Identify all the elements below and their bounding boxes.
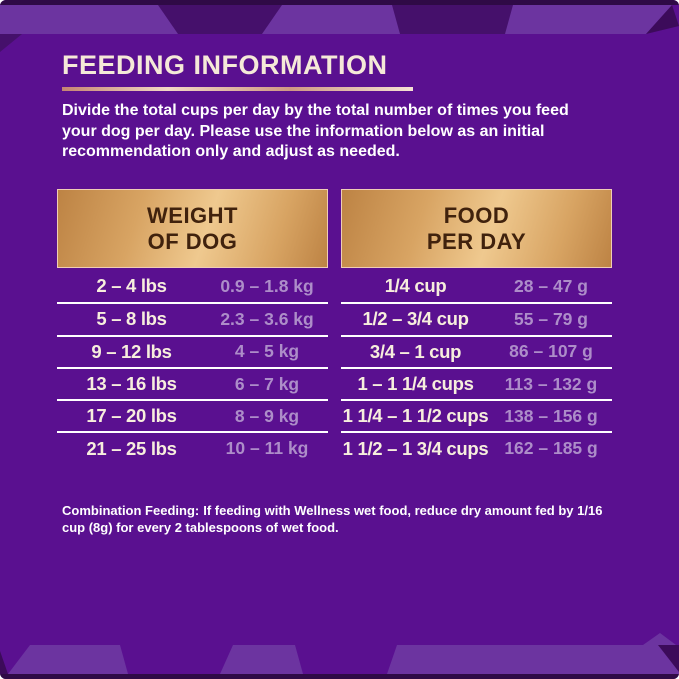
weight-lbs-cell: 13 – 16 lbs xyxy=(86,373,177,395)
weight-lbs-cell: 21 – 25 lbs xyxy=(86,437,177,459)
combination-feeding-note: Combination Feeding: If feeding with Well… xyxy=(62,503,622,536)
feeding-information-title: FEEDING INFORMATION xyxy=(62,50,388,80)
food-group: 3/4 – 1 cup 86 – 107 g xyxy=(341,334,612,367)
note-text: If feeding with Wellness wet food, reduc… xyxy=(62,503,603,535)
table-row: 9 – 12 lbs 4 – 5 kg 3/4 – 1 cup 86 – 107… xyxy=(57,334,612,367)
food-cups-cell: 1/4 cup xyxy=(384,275,447,297)
weight-group: 17 – 20 lbs 8 – 9 kg xyxy=(57,399,328,431)
table-row: 2 – 4 lbs 0.9 – 1.8 kg 1/4 cup 28 – 47 g xyxy=(57,270,612,302)
table-row: 21 – 25 lbs 10 – 11 kg 1 1/2 – 1 3/4 cup… xyxy=(57,431,612,463)
weight-of-dog-header: WEIGHT OF DOG xyxy=(57,189,328,268)
weight-lbs-cell: 17 – 20 lbs xyxy=(86,405,177,427)
title-underline xyxy=(62,87,413,91)
feeding-table: 2 – 4 lbs 0.9 – 1.8 kg 1/4 cup 28 – 47 g… xyxy=(57,270,612,464)
weight-group: 9 – 12 lbs 4 – 5 kg xyxy=(57,334,328,367)
table-row: 13 – 16 lbs 6 – 7 kg 1 – 1 1/4 cups 113 … xyxy=(57,366,612,399)
food-grams-cell: 55 – 79 g xyxy=(514,308,588,329)
food-per-day-header: FOOD PER DAY xyxy=(341,189,612,268)
food-cups-cell: 1 – 1 1/4 cups xyxy=(357,373,474,395)
weight-lbs-cell: 2 – 4 lbs xyxy=(96,275,167,297)
table-header-row: WEIGHT OF DOG FOOD PER DAY xyxy=(57,189,612,268)
intro-text: Divide the total cups per day by the tot… xyxy=(62,102,569,160)
table-row: 17 – 20 lbs 8 – 9 kg 1 1/4 – 1 1/2 cups … xyxy=(57,399,612,431)
food-group: 1/4 cup 28 – 47 g xyxy=(341,270,612,302)
food-grams-cell: 162 – 185 g xyxy=(504,438,598,459)
weight-kg-cell: 0.9 – 1.8 kg xyxy=(220,275,314,296)
background-burst-top xyxy=(0,0,679,52)
food-grams-cell: 86 – 107 g xyxy=(509,341,593,362)
weight-kg-cell: 8 – 9 kg xyxy=(234,405,300,426)
weight-group: 13 – 16 lbs 6 – 7 kg xyxy=(57,366,328,399)
weight-group: 21 – 25 lbs 10 – 11 kg xyxy=(57,431,328,463)
table-row: 5 – 8 lbs 2.3 – 3.6 kg 1/2 – 3/4 cup 55 … xyxy=(57,302,612,334)
food-group: 1 – 1 1/4 cups 113 – 132 g xyxy=(341,366,612,399)
food-group: 1/2 – 3/4 cup 55 – 79 g xyxy=(341,302,612,334)
food-grams-cell: 28 – 47 g xyxy=(514,275,588,296)
food-cups-cell: 1 1/2 – 1 3/4 cups xyxy=(342,437,489,459)
weight-lbs-cell: 5 – 8 lbs xyxy=(96,308,167,330)
food-cups-cell: 1/2 – 3/4 cup xyxy=(362,308,469,330)
background-burst-bottom xyxy=(0,633,679,679)
food-grams-cell: 113 – 132 g xyxy=(504,373,598,394)
food-group: 1 1/2 – 1 3/4 cups 162 – 185 g xyxy=(341,431,612,463)
weight-kg-cell: 6 – 7 kg xyxy=(234,373,300,394)
weight-group: 5 – 8 lbs 2.3 – 3.6 kg xyxy=(57,302,328,334)
note-label: Combination Feeding: xyxy=(62,503,200,518)
weight-kg-cell: 2.3 – 3.6 kg xyxy=(220,308,314,329)
food-group: 1 1/4 – 1 1/2 cups 138 – 156 g xyxy=(341,399,612,431)
food-cups-cell: 1 1/4 – 1 1/2 cups xyxy=(342,405,489,427)
weight-lbs-cell: 9 – 12 lbs xyxy=(91,340,172,362)
food-cups-cell: 3/4 – 1 cup xyxy=(369,340,462,362)
weight-kg-cell: 10 – 11 kg xyxy=(225,438,309,459)
food-grams-cell: 138 – 156 g xyxy=(504,405,598,426)
weight-group: 2 – 4 lbs 0.9 – 1.8 kg xyxy=(57,270,328,302)
weight-kg-cell: 4 – 5 kg xyxy=(234,341,300,362)
